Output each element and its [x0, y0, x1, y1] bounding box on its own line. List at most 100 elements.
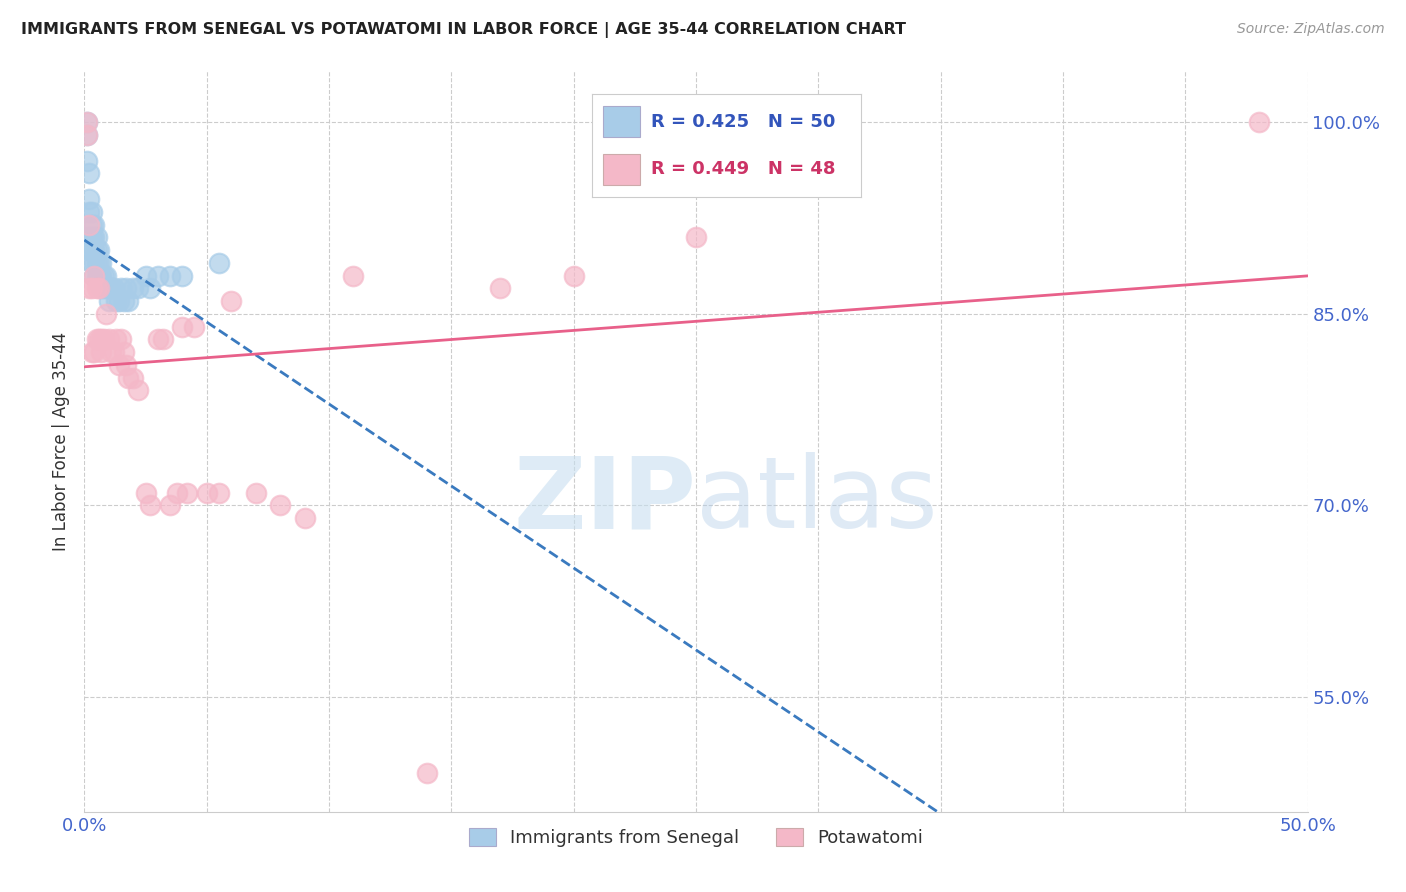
Point	[105, 333, 128, 347]
Point	[122, 370, 145, 384]
Point	[166, 485, 188, 500]
Point	[93, 281, 115, 295]
Point	[83, 243, 105, 257]
Point	[76, 115, 98, 129]
Point	[208, 485, 231, 500]
Point	[127, 281, 149, 295]
Point	[105, 294, 128, 309]
Text: atlas: atlas	[696, 452, 938, 549]
Point	[96, 307, 118, 321]
Point	[195, 485, 218, 500]
Point	[77, 192, 100, 206]
Text: Source: ZipAtlas.com: Source: ZipAtlas.com	[1237, 22, 1385, 37]
Point	[87, 256, 110, 270]
Point	[107, 294, 129, 309]
Point	[172, 268, 194, 283]
Point	[90, 345, 112, 359]
Point	[86, 256, 108, 270]
Point	[139, 281, 162, 295]
Point	[83, 218, 105, 232]
Point	[103, 281, 125, 295]
Point	[77, 218, 100, 232]
Point	[103, 345, 125, 359]
Point	[87, 243, 110, 257]
Point	[176, 485, 198, 500]
Point	[77, 230, 100, 244]
Point	[342, 268, 364, 283]
Point	[77, 281, 100, 295]
Point	[86, 281, 108, 295]
Point	[86, 243, 108, 257]
Point	[135, 485, 157, 500]
Point	[77, 243, 100, 257]
Legend: Immigrants from Senegal, Potawatomi: Immigrants from Senegal, Potawatomi	[461, 821, 931, 855]
Point	[127, 384, 149, 398]
Point	[83, 268, 105, 283]
Point	[110, 281, 132, 295]
Point	[183, 319, 205, 334]
Point	[87, 281, 110, 295]
Point	[86, 333, 108, 347]
Text: ZIP: ZIP	[513, 452, 696, 549]
Point	[87, 333, 110, 347]
Point	[86, 230, 108, 244]
Point	[219, 294, 242, 309]
Point	[115, 281, 138, 295]
Point	[115, 358, 138, 372]
Text: IMMIGRANTS FROM SENEGAL VS POTAWATOMI IN LABOR FORCE | AGE 35-44 CORRELATION CHA: IMMIGRANTS FROM SENEGAL VS POTAWATOMI IN…	[21, 22, 905, 38]
Point	[117, 370, 139, 384]
Point	[80, 204, 103, 219]
Point	[97, 294, 120, 309]
Point	[685, 230, 707, 244]
Point	[269, 499, 291, 513]
Point	[294, 511, 316, 525]
Point	[489, 281, 512, 295]
Point	[100, 281, 122, 295]
Point	[90, 333, 112, 347]
Point	[152, 333, 174, 347]
Point	[110, 333, 132, 347]
Point	[208, 256, 231, 270]
Point	[135, 268, 157, 283]
Point	[90, 281, 112, 295]
Point	[1247, 115, 1270, 129]
Point	[416, 766, 439, 780]
Point	[172, 319, 194, 334]
Point	[80, 218, 103, 232]
Point	[83, 256, 105, 270]
Point	[83, 230, 105, 244]
Point	[76, 153, 98, 168]
Y-axis label: In Labor Force | Age 35-44: In Labor Force | Age 35-44	[52, 332, 70, 551]
Point	[80, 281, 103, 295]
Point	[97, 281, 120, 295]
Point	[159, 499, 181, 513]
Point	[146, 268, 169, 283]
Point	[96, 268, 118, 283]
Point	[107, 358, 129, 372]
Point	[76, 128, 98, 143]
Point	[83, 268, 105, 283]
Point	[87, 268, 110, 283]
Point	[83, 345, 105, 359]
Point	[77, 204, 100, 219]
Point	[100, 345, 122, 359]
Point	[80, 345, 103, 359]
Point	[159, 268, 181, 283]
Point	[96, 281, 118, 295]
Point	[146, 333, 169, 347]
Point	[80, 256, 103, 270]
Point	[76, 128, 98, 143]
Point	[93, 333, 115, 347]
Point	[80, 230, 103, 244]
Point	[86, 268, 108, 283]
Point	[139, 499, 162, 513]
Point	[122, 281, 145, 295]
Point	[76, 115, 98, 129]
Point	[117, 294, 139, 309]
Point	[90, 256, 112, 270]
Point	[97, 333, 120, 347]
Point	[93, 268, 115, 283]
Point	[245, 485, 267, 500]
Point	[562, 268, 585, 283]
Point	[90, 268, 112, 283]
